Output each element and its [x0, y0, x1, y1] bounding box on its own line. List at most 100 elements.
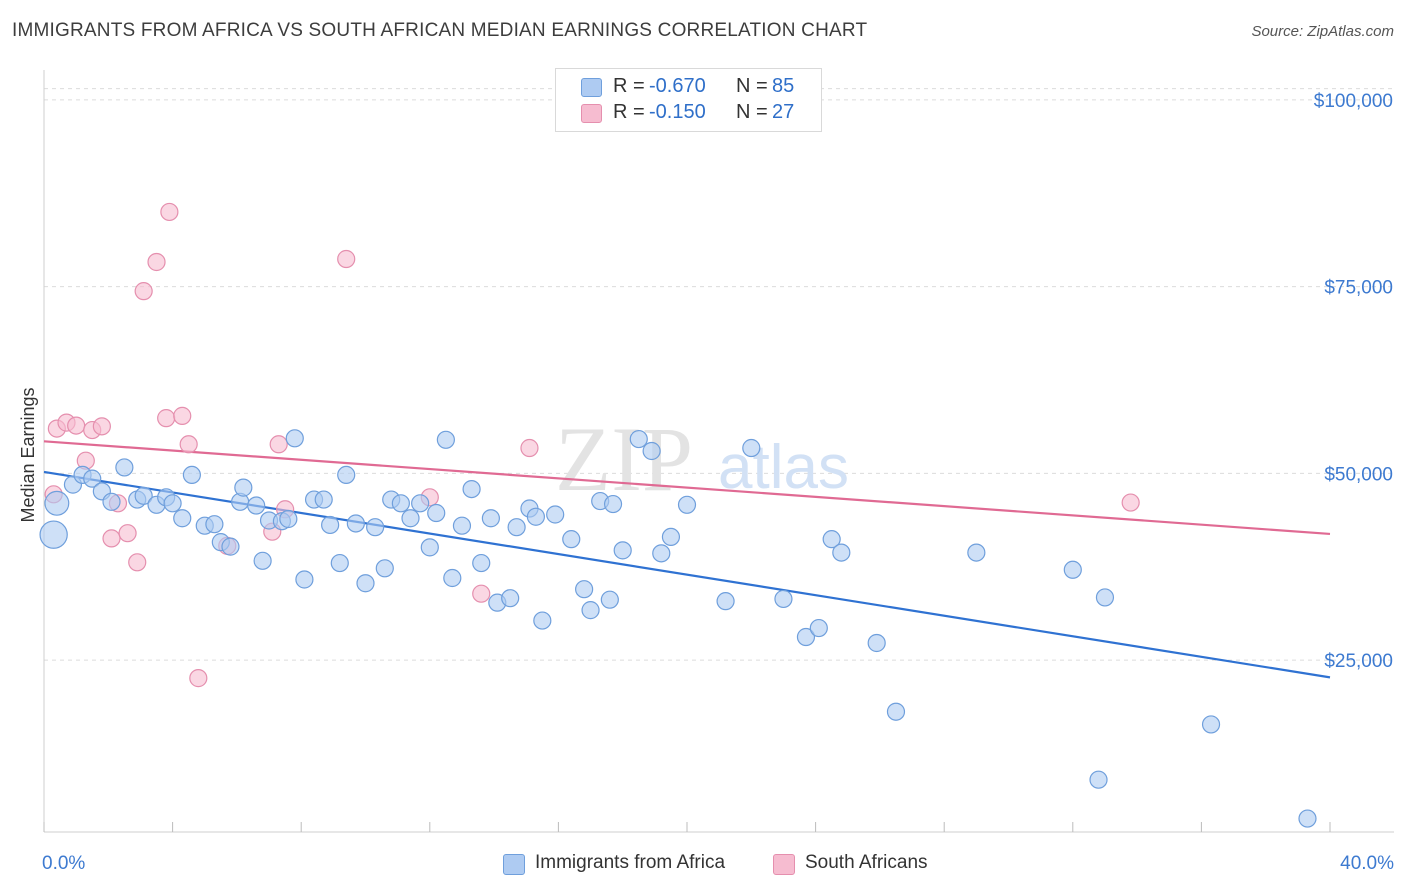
point-africa	[462, 480, 481, 499]
point-africa	[115, 458, 134, 477]
point-africa	[182, 465, 201, 485]
point-africa	[575, 580, 594, 599]
point-africa	[420, 538, 439, 557]
point-south-african	[269, 435, 288, 454]
point-africa	[600, 590, 619, 609]
point-africa	[221, 537, 240, 556]
trend-line-south-africans	[43, 440, 1331, 536]
y-tick-label: $75,000	[1324, 278, 1393, 299]
point-south-african	[472, 584, 491, 603]
point-africa	[603, 494, 623, 514]
point-africa	[716, 592, 735, 611]
n-value-africa: 85	[772, 75, 795, 97]
point-africa	[774, 589, 793, 609]
point-africa	[356, 574, 375, 593]
legend-swatch-blue	[581, 78, 602, 97]
point-africa	[533, 611, 552, 630]
point-africa	[796, 627, 816, 647]
point-south-african	[118, 524, 137, 543]
bottom-swatch-blue	[503, 854, 525, 875]
point-africa	[330, 553, 349, 573]
point-africa	[867, 633, 886, 653]
legend-swatch-pink	[581, 104, 602, 123]
point-africa	[472, 553, 491, 573]
grid-lines	[44, 88, 1394, 661]
point-south-african	[128, 553, 147, 572]
point-africa	[501, 589, 520, 608]
point-africa	[134, 486, 153, 505]
source-label: Source: ZipAtlas.com	[1251, 23, 1394, 40]
x-tick-label: 40.0%	[1340, 853, 1394, 874]
point-africa	[279, 509, 298, 529]
point-africa	[314, 490, 333, 509]
data-points	[39, 202, 1317, 828]
point-south-african	[67, 416, 86, 435]
point-south-african	[160, 202, 179, 222]
y-axis-label: Median Earnings	[18, 387, 38, 522]
point-africa	[443, 568, 462, 588]
point-africa	[173, 509, 192, 528]
point-south-african	[520, 438, 539, 458]
point-africa	[83, 469, 102, 488]
point-africa	[391, 494, 410, 513]
bottom-swatch-pink	[773, 854, 795, 875]
point-africa	[613, 541, 632, 560]
point-africa	[295, 570, 314, 589]
point-africa	[234, 478, 253, 497]
point-africa	[581, 601, 600, 620]
point-africa	[39, 520, 68, 549]
point-africa	[1089, 770, 1108, 789]
point-africa	[401, 509, 420, 528]
r-value-south-africans: -0.150	[649, 101, 706, 123]
watermark-zip: ZIP	[555, 408, 693, 510]
point-south-african	[337, 249, 356, 269]
point-africa	[321, 515, 340, 535]
point-africa	[967, 543, 986, 562]
y-tick-label: $50,000	[1324, 464, 1393, 485]
point-africa	[411, 494, 430, 513]
point-africa	[886, 702, 906, 721]
point-africa	[337, 465, 356, 485]
y-tick-label: $25,000	[1324, 651, 1393, 672]
point-south-african	[157, 409, 176, 428]
stats-legend: R = -0.670 N = 85 R = -0.150 N = 27	[555, 68, 822, 132]
point-africa	[375, 559, 394, 578]
point-africa	[1063, 560, 1082, 579]
point-south-african	[102, 529, 121, 548]
point-south-african	[189, 669, 208, 688]
point-africa	[102, 492, 121, 511]
point-africa	[253, 551, 272, 570]
point-africa	[661, 527, 681, 547]
point-south-african	[173, 406, 192, 425]
x-tick-label: 0.0%	[42, 853, 85, 874]
point-south-african	[179, 435, 198, 454]
y-tick-label: $100,000	[1314, 91, 1393, 112]
point-africa	[652, 544, 671, 563]
point-africa	[629, 429, 648, 449]
r-value-africa: -0.670	[649, 75, 706, 97]
point-africa	[436, 430, 455, 449]
point-south-african	[1121, 493, 1140, 512]
point-africa	[507, 518, 526, 537]
axes	[43, 70, 1394, 833]
point-africa	[1298, 809, 1317, 828]
point-africa	[809, 618, 828, 638]
point-africa	[44, 490, 70, 516]
point-africa	[285, 429, 304, 448]
point-africa	[526, 507, 545, 526]
tick-labels: $25,000 $50,000 $75,000 $100,000 0.0% 40.0%	[42, 91, 1394, 874]
point-africa	[366, 518, 385, 537]
point-africa	[163, 494, 182, 513]
point-africa	[205, 515, 224, 534]
point-africa	[677, 495, 697, 514]
chart-title: IMMIGRANTS FROM AFRICA VS SOUTH AFRICAN …	[12, 20, 868, 41]
point-africa	[1095, 588, 1115, 607]
point-africa	[481, 509, 500, 528]
point-africa	[1201, 715, 1221, 734]
point-africa	[832, 543, 851, 562]
point-africa	[346, 514, 365, 533]
point-africa	[822, 530, 841, 549]
point-south-african	[134, 282, 153, 301]
point-south-african	[92, 417, 111, 436]
